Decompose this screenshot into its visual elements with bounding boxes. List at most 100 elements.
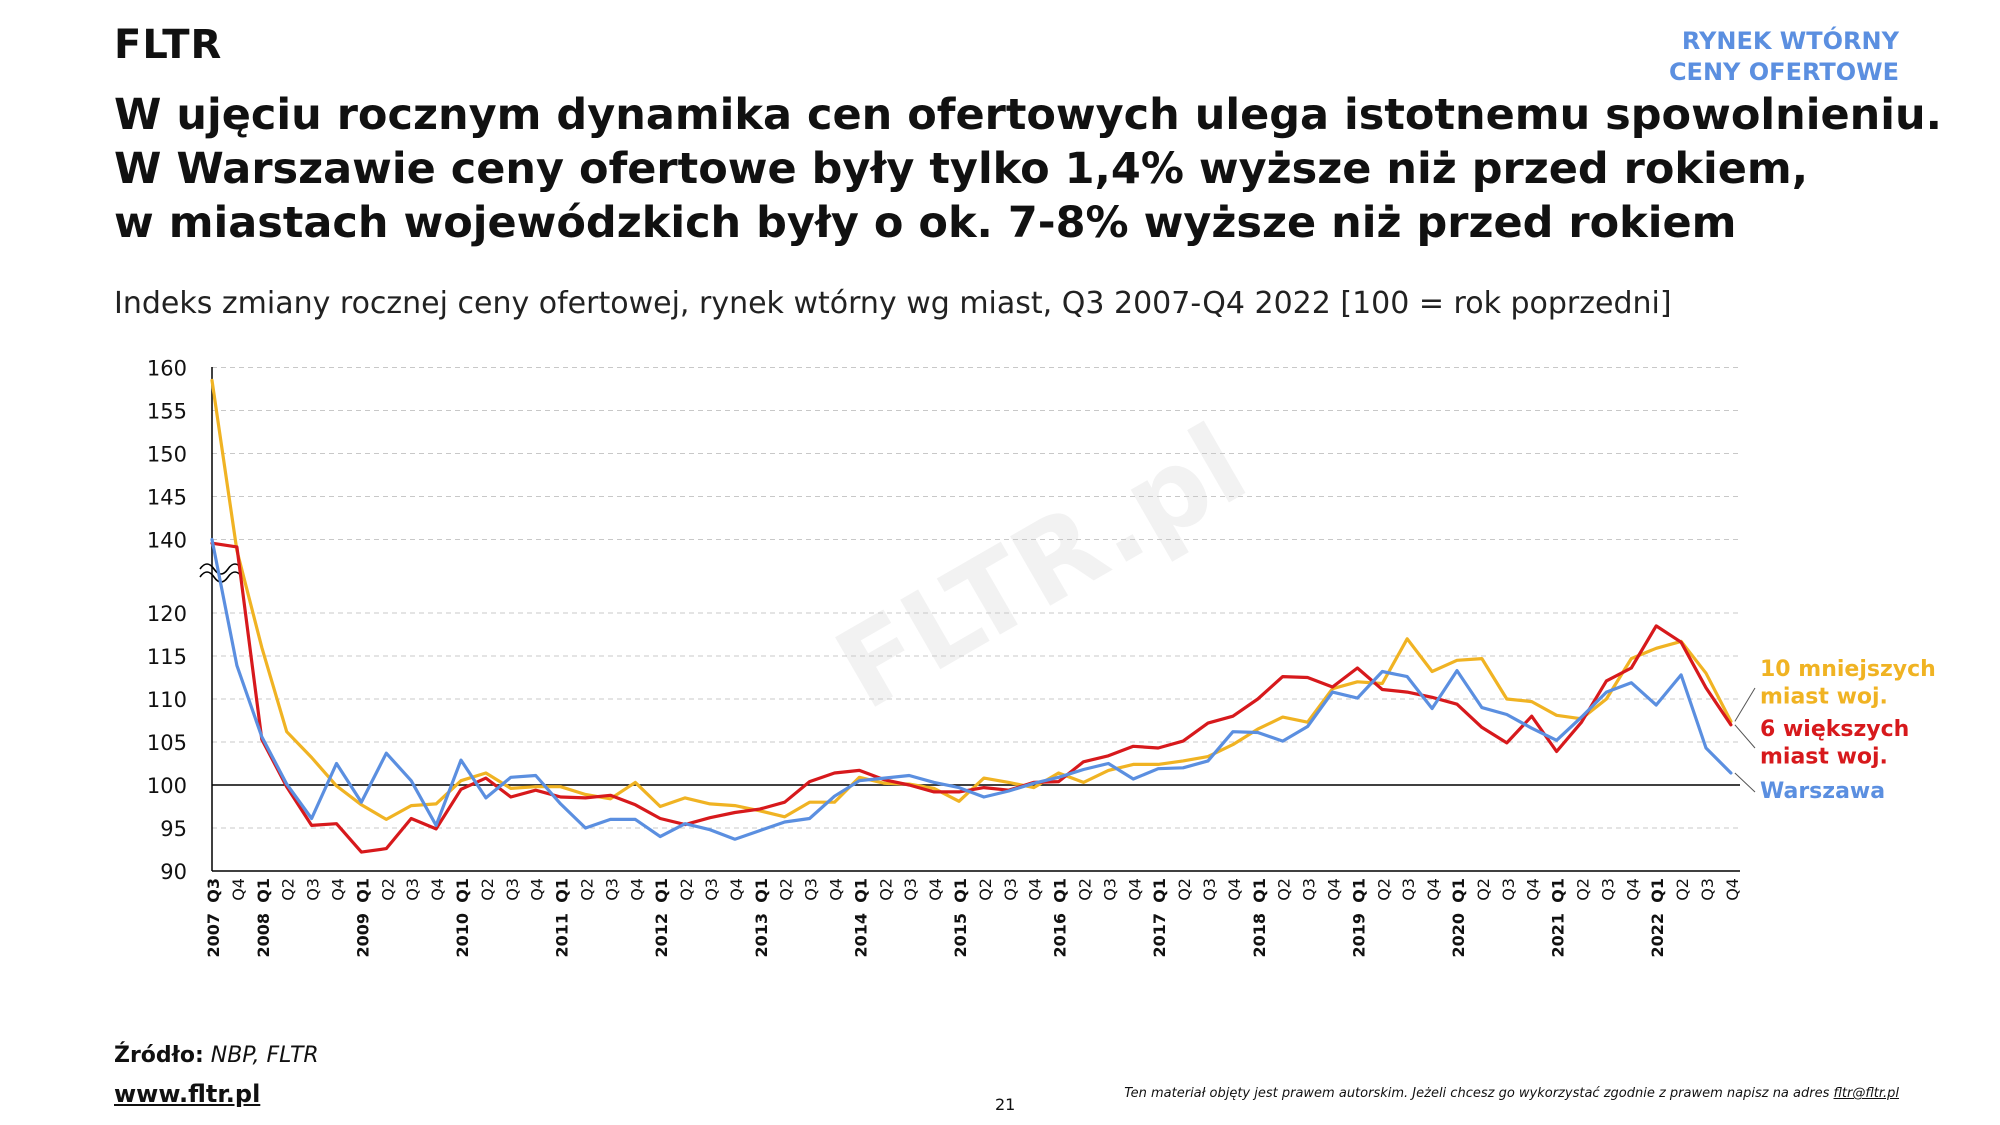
x-tick-label-quarter: Q1 bbox=[1549, 878, 1568, 903]
copyright-email-link[interactable]: fltr@fltr.pl bbox=[1833, 1086, 1899, 1101]
x-tick-label-year: 2020 bbox=[1449, 913, 1468, 958]
x-tick-label-quarter: Q2 bbox=[478, 878, 497, 901]
headline-line: W Warszawie ceny ofertowe były tylko 1,4… bbox=[114, 144, 1809, 194]
x-tick-label-quarter: Q3 bbox=[1598, 878, 1617, 901]
website-link[interactable]: www.fltr.pl bbox=[114, 1080, 261, 1108]
legend-label: 10 mniejszych bbox=[1760, 657, 1936, 682]
x-tick-label-quarter: Q1 bbox=[652, 878, 671, 903]
series-line-warszawa bbox=[210, 537, 1733, 841]
x-tick-label-year: 2010 bbox=[453, 913, 472, 958]
x-tick-label-quarter: Q2 bbox=[1574, 878, 1593, 901]
x-tick-label-year: 2019 bbox=[1349, 913, 1368, 958]
x-tick-label-quarter: Q3 bbox=[503, 878, 522, 901]
x-tick-label-quarter: Q2 bbox=[777, 878, 796, 901]
x-tick-label-quarter: Q3 bbox=[1300, 878, 1319, 901]
x-tick-label-quarter: Q1 bbox=[1150, 878, 1169, 903]
legend-leader-line bbox=[1734, 687, 1756, 722]
x-tick-label-quarter: Q4 bbox=[727, 878, 746, 901]
y-tick-label: 105 bbox=[147, 731, 187, 755]
x-tick-label-quarter: Q2 bbox=[1374, 878, 1393, 901]
x-tick-label-quarter: Q1 bbox=[553, 878, 572, 903]
legend-label: miast woj. bbox=[1760, 684, 1888, 709]
legend-leader-line bbox=[1734, 772, 1756, 793]
series-line-6-wi-kszych-miast-woj- bbox=[210, 541, 1733, 854]
x-tick-label-year: 2014 bbox=[851, 913, 870, 958]
source-label: Źródło: bbox=[114, 1043, 204, 1068]
y-tick-label: 140 bbox=[147, 529, 187, 553]
y-tick-label: 100 bbox=[147, 774, 187, 798]
x-tick-label-quarter: Q3 bbox=[403, 878, 422, 901]
x-tick-label-quarter: Q3 bbox=[901, 878, 920, 901]
y-tick-label: 150 bbox=[147, 443, 187, 467]
copyright-text: Ten materiał objęty jest prawem autorski… bbox=[1124, 1086, 1834, 1101]
x-tick-label-quarter: Q3 bbox=[1001, 878, 1020, 901]
x-tick-label-quarter: Q4 bbox=[1623, 878, 1642, 901]
x-tick-label-quarter: Q2 bbox=[1673, 878, 1692, 901]
x-tick-label-quarter: Q3 bbox=[1698, 878, 1717, 901]
x-tick-label-year: 2015 bbox=[951, 913, 970, 958]
x-tick-label-quarter: Q3 bbox=[602, 878, 621, 901]
section-tag-line2: CENY OFERTOWE bbox=[1668, 58, 1899, 86]
x-tick-label-quarter: Q2 bbox=[578, 878, 597, 901]
y-tick-label: 110 bbox=[147, 688, 187, 712]
x-tick-label-year: 2009 bbox=[353, 913, 372, 958]
x-tick-label-quarter: Q4 bbox=[827, 878, 846, 901]
x-tick-label-year: 2017 bbox=[1150, 913, 1169, 958]
x-tick-label-quarter: Q1 bbox=[353, 878, 372, 903]
x-tick-label-quarter: Q3 bbox=[1399, 878, 1418, 901]
x-tick-label-quarter: Q4 bbox=[1723, 878, 1742, 901]
legend-label: miast woj. bbox=[1760, 744, 1888, 769]
headline: W ujęciu rocznym dynamika cen ofertowych… bbox=[114, 88, 1942, 250]
x-tick-label-quarter: Q3 bbox=[1200, 878, 1219, 901]
y-tick-label: 90 bbox=[160, 860, 187, 884]
x-tick-label-year: 2018 bbox=[1250, 913, 1269, 958]
x-tick-label-quarter: Q2 bbox=[1474, 878, 1493, 901]
x-tick-label-quarter: Q4 bbox=[1424, 878, 1443, 901]
x-tick-label-quarter: Q1 bbox=[851, 878, 870, 903]
x-tick-label-quarter: Q1 bbox=[752, 878, 771, 903]
x-tick-label-quarter: Q1 bbox=[1449, 878, 1468, 903]
y-tick-label: 120 bbox=[147, 602, 187, 626]
x-tick-label-quarter: Q1 bbox=[1250, 878, 1269, 903]
chart-title: Indeks zmiany rocznej ceny ofertowej, ry… bbox=[114, 286, 1672, 321]
x-tick-label-quarter: Q2 bbox=[876, 878, 895, 901]
x-tick-label-quarter: Q1 bbox=[1648, 878, 1667, 903]
x-tick-label-quarter: Q2 bbox=[1275, 878, 1294, 901]
brand-logo: FLTR bbox=[114, 22, 223, 68]
x-tick-label-year: 2022 bbox=[1648, 913, 1667, 958]
x-tick-label-quarter: Q4 bbox=[1225, 878, 1244, 901]
y-tick-label: 155 bbox=[147, 400, 187, 424]
x-tick-label-quarter: Q2 bbox=[279, 878, 298, 901]
page-number: 21 bbox=[995, 1095, 1016, 1114]
y-tick-label: 115 bbox=[147, 645, 187, 669]
x-tick-label-quarter: Q4 bbox=[1524, 878, 1543, 901]
x-tick-label-quarter: Q4 bbox=[229, 878, 248, 901]
x-tick-label-quarter: Q4 bbox=[329, 878, 348, 901]
x-tick-label-quarter: Q3 bbox=[204, 878, 223, 903]
x-tick-label-year: 2012 bbox=[652, 913, 671, 958]
x-tick-label-quarter: Q4 bbox=[1125, 878, 1144, 901]
x-tick-label-year: 2008 bbox=[254, 913, 273, 958]
section-tag-line1: RYNEK WTÓRNY bbox=[1681, 27, 1899, 55]
x-tick-label-quarter: Q2 bbox=[976, 878, 995, 901]
source-value: NBP, FLTR bbox=[210, 1043, 319, 1068]
legend-leader-line bbox=[1734, 724, 1756, 749]
source-note: Źródło: NBP, FLTR bbox=[114, 1043, 319, 1068]
x-tick-label-quarter: Q4 bbox=[1325, 878, 1344, 901]
x-tick-label-year: 2011 bbox=[553, 913, 572, 958]
x-tick-label-quarter: Q1 bbox=[1349, 878, 1368, 903]
x-tick-label-year: 2016 bbox=[1051, 913, 1070, 958]
x-tick-label-quarter: Q3 bbox=[1499, 878, 1518, 901]
legend-label: Warszawa bbox=[1760, 779, 1885, 804]
x-tick-label-quarter: Q4 bbox=[1026, 878, 1045, 901]
x-tick-label-quarter: Q2 bbox=[378, 878, 397, 901]
x-tick-label-year: 2021 bbox=[1549, 913, 1568, 958]
x-tick-label-quarter: Q4 bbox=[926, 878, 945, 901]
x-tick-label-quarter: Q1 bbox=[453, 878, 472, 903]
x-tick-label-quarter: Q4 bbox=[428, 878, 447, 901]
x-tick-label-year: 2007 bbox=[204, 913, 223, 958]
y-tick-label: 160 bbox=[147, 357, 187, 381]
x-tick-label-quarter: Q2 bbox=[1076, 878, 1095, 901]
x-tick-label-quarter: Q4 bbox=[627, 878, 646, 901]
